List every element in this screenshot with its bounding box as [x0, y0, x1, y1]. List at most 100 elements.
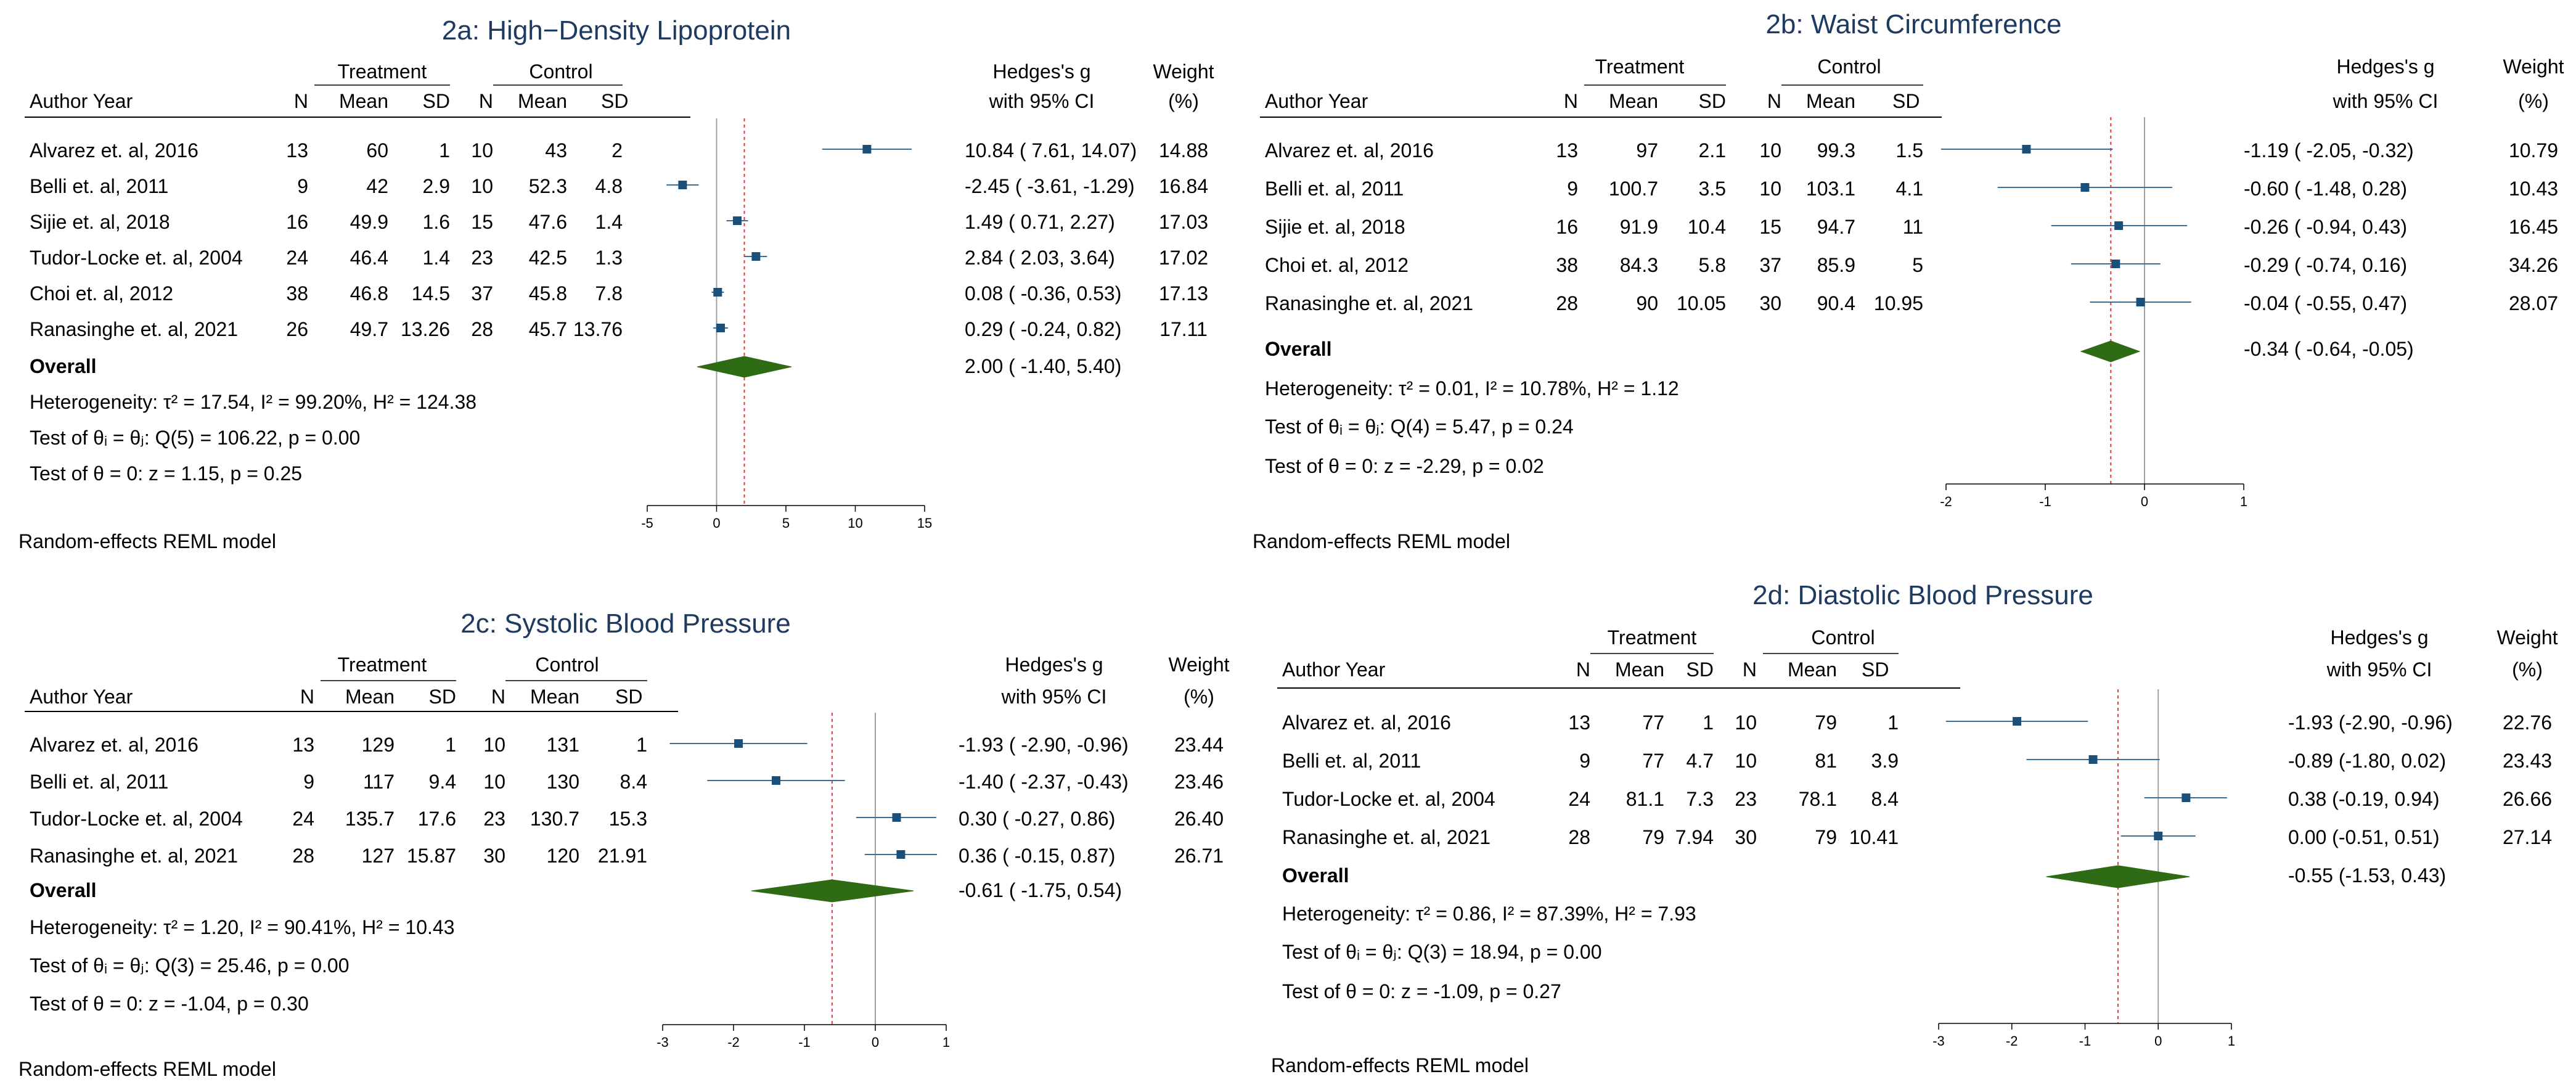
control-n: 10: [471, 139, 493, 162]
header-mean: Mean: [338, 90, 388, 112]
control-n: 30: [483, 845, 505, 867]
overall-label: Overall: [1265, 338, 1332, 360]
treatment-n: 16: [1556, 216, 1578, 238]
control-mean: 120: [546, 845, 579, 867]
header-sd: SD: [615, 686, 643, 708]
treatment-n: 28: [292, 845, 314, 867]
study-author: Belli et. al, 2011: [1265, 178, 1404, 200]
point-estimate-marker: [716, 324, 726, 332]
test-theta-i-text: Test of θᵢ = θⱼ: Q(3) = 18.94, p = 0.00: [1282, 941, 1602, 963]
forest-graphic-2d: -3 -2 -1 0 1: [1277, 653, 2235, 1049]
header-n: N: [491, 686, 505, 708]
x-tick-label: 5: [782, 515, 790, 531]
control-n: 30: [1759, 292, 1781, 314]
study-weight: 23.44: [1174, 734, 1224, 756]
forest-plot-2d: -3 -2 -1 0 1 2d: Diastolic Blood Pressure Tr…: [1270, 580, 2576, 1090]
treatment-mean: 91.9: [1619, 216, 1658, 238]
heterogeneity-text: Heterogeneity: τ² = 17.54, I² = 99.20%, …: [30, 391, 477, 413]
header-n: N: [1767, 90, 1781, 112]
x-tick-label: 1: [942, 1035, 950, 1050]
treatment-mean: 90: [1636, 292, 1658, 314]
control-mean: 85.9: [1817, 254, 1855, 276]
header-author-year: Author Year: [30, 90, 133, 112]
treatment-mean: 135.7: [345, 808, 395, 830]
forest-graphic-2a: -5 0 5 10 15: [25, 84, 932, 531]
control-sd: 11: [1902, 216, 1923, 238]
study-estimate: -0.04 ( -0.55, 0.47): [2244, 292, 2408, 314]
control-n: 23: [471, 247, 493, 269]
control-mean: 42.5: [528, 247, 567, 269]
control-mean: 79: [1815, 711, 1837, 734]
header-sd: SD: [1862, 658, 1889, 681]
overall-estimate: -0.55 (-1.53, 0.43): [2288, 864, 2447, 887]
control-n: 28: [471, 318, 493, 340]
header-weight: Weight: [1168, 654, 1230, 676]
x-tick-label: 0: [872, 1035, 879, 1050]
point-estimate-marker: [2154, 832, 2163, 840]
control-sd: 4.8: [595, 175, 623, 197]
forest-graphic-2c: -3 -2 -1 0 1: [25, 680, 950, 1050]
x-tick-label: -3: [1932, 1033, 1945, 1049]
x-tick-label: -2: [727, 1035, 740, 1050]
header-weight: Weight: [1153, 60, 1214, 83]
treatment-n: 38: [1556, 254, 1578, 276]
x-tick-label: -2: [1940, 494, 1952, 509]
forest-graphic-2b: -2 -1 0 1: [1260, 84, 2247, 509]
overall-diamond: [2080, 340, 2141, 363]
treatment-n: 38: [286, 282, 308, 305]
overall-diamond: [697, 356, 792, 378]
treatment-n: 28: [1556, 292, 1578, 314]
test-theta-i-text: Test of θᵢ = θⱼ: Q(3) = 25.46, p = 0.00: [30, 954, 350, 977]
treatment-sd: 1: [1703, 711, 1714, 734]
header-author-year: Author Year: [1265, 90, 1368, 112]
treatment-mean: 49.7: [350, 318, 388, 340]
study-weight: 23.46: [1174, 771, 1224, 793]
header-control: Control: [529, 60, 593, 83]
study-author: Ranasinghe et. al, 2021: [1265, 292, 1474, 314]
study-weight: 10.79: [2508, 139, 2559, 162]
control-sd: 1: [1887, 711, 1899, 734]
treatment-n: 13: [292, 734, 314, 756]
header-pct: (%): [2512, 658, 2543, 681]
header-mean: Mean: [1608, 90, 1658, 112]
treatment-sd: 5.8: [1698, 254, 1726, 276]
study-author: Tudor-Locke et. al, 2004: [30, 808, 243, 830]
model-note: Random-effects REML model: [18, 530, 276, 552]
control-mean: 52.3: [528, 175, 567, 197]
header-n: N: [300, 686, 314, 708]
header-pct: (%): [1184, 686, 1214, 708]
treatment-mean: 49.9: [350, 211, 388, 233]
point-estimate-marker: [892, 813, 901, 822]
study-estimate: 0.00 (-0.51, 0.51): [2288, 826, 2440, 848]
model-note: Random-effects REML model: [18, 1058, 276, 1080]
study-estimate: -1.19 ( -2.05, -0.32): [2244, 139, 2414, 162]
control-mean: 43: [545, 139, 567, 162]
treatment-sd: 4.7: [1686, 750, 1714, 772]
x-tick-label: -3: [656, 1035, 669, 1050]
x-tick-label: -5: [641, 515, 653, 531]
control-n: 23: [1735, 788, 1757, 810]
point-estimate-marker: [2022, 145, 2031, 154]
header-n: N: [293, 90, 308, 112]
treatment-sd: 10.05: [1677, 292, 1727, 314]
control-sd: 7.8: [595, 282, 623, 305]
study-estimate: 2.84 ( 2.03, 3.64): [965, 247, 1115, 269]
study-author: Tudor-Locke et. al, 2004: [30, 247, 243, 269]
study-weight: 17.11: [1159, 318, 1208, 340]
forest-plot-2c: -3 -2 -1 0 1 2c: Systolic Blood Pressure Tre…: [0, 580, 1251, 1090]
treatment-sd: 17.6: [417, 808, 456, 830]
treatment-n: 9: [303, 771, 314, 793]
study-weight: 26.40: [1174, 808, 1224, 830]
study-author: Tudor-Locke et. al, 2004: [1282, 788, 1495, 810]
treatment-mean: 60: [366, 139, 388, 162]
study-estimate: -0.29 ( -0.74, 0.16): [2244, 254, 2408, 276]
control-n: 10: [483, 734, 505, 756]
point-estimate-marker: [733, 216, 742, 225]
treatment-n: 13: [1568, 711, 1590, 734]
header-treatment: Treatment: [337, 60, 427, 83]
treatment-mean: 42: [366, 175, 388, 197]
test-theta-i-text: Test of θᵢ = θⱼ: Q(4) = 5.47, p = 0.24: [1265, 416, 1574, 438]
header-sd: SD: [1686, 658, 1714, 681]
header-mean: Mean: [1787, 658, 1837, 681]
control-n: 15: [1759, 216, 1781, 238]
